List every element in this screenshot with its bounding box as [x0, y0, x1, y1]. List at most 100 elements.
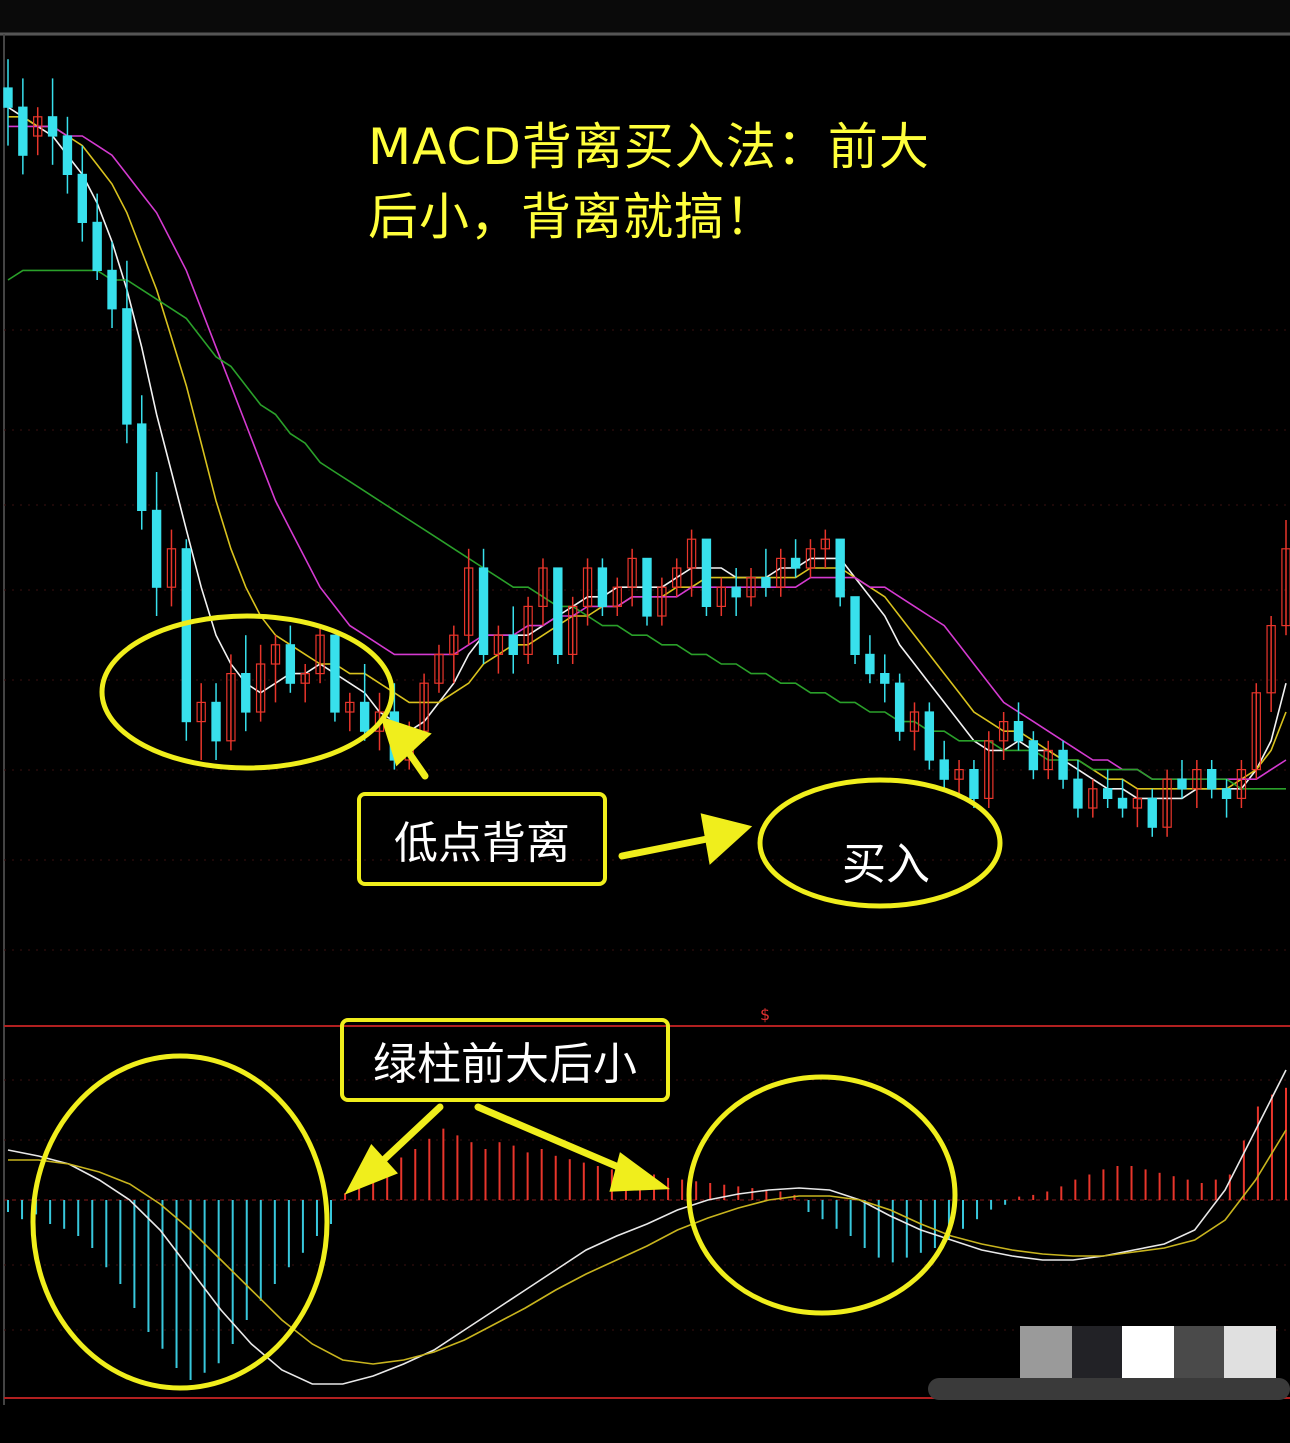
- candle-down: [1177, 778, 1187, 790]
- strategy-title: MACD背离买入法：前大 后小，背离就搞！: [368, 112, 930, 252]
- candle-down: [969, 768, 979, 799]
- candle-down: [1117, 797, 1128, 809]
- candle-down: [1207, 768, 1217, 790]
- arrow-to-right-bars: [474, 1103, 634, 1176]
- candle-down: [1147, 797, 1157, 828]
- candle-down: [924, 711, 935, 761]
- candle-down: [850, 596, 860, 655]
- candle-up: [820, 538, 831, 550]
- arrow-to-left-bars: [371, 1103, 444, 1172]
- candle-down: [939, 759, 949, 780]
- arrowhead-left-bars: [344, 1143, 398, 1195]
- strategy-title-line2: 后小，背离就搞！: [368, 188, 776, 246]
- candle-up: [1266, 624, 1276, 694]
- candle-down: [3, 87, 13, 108]
- macd-dif-dea-lines: [7, 1069, 1287, 1385]
- candle-up: [746, 576, 756, 598]
- candle-up: [1132, 797, 1143, 809]
- divergence-circle-left: [99, 613, 395, 771]
- candle-up: [1281, 548, 1290, 627]
- candle-up: [33, 116, 43, 137]
- candle-up: [805, 548, 816, 569]
- arrow-to-buy: [618, 834, 716, 860]
- candle-down: [642, 557, 652, 617]
- macd-line-yellow: [8, 1129, 1287, 1365]
- candle-down: [731, 586, 741, 598]
- candle-down: [330, 634, 340, 713]
- buy-label: 买入: [842, 839, 930, 890]
- green-bars-label: 绿柱前大后小: [340, 1018, 670, 1102]
- candle-up: [716, 586, 726, 608]
- annotation-shapes: [30, 613, 1003, 1391]
- candle-down: [151, 509, 162, 588]
- macd-line-white: [7, 1069, 1287, 1385]
- candle-up: [984, 740, 994, 799]
- candle-up: [612, 586, 622, 608]
- candle-up: [1088, 788, 1098, 809]
- ma-line-green: [7, 269, 1286, 790]
- candle-up: [954, 768, 964, 780]
- candle-up: [300, 672, 310, 684]
- candle-down: [761, 576, 771, 588]
- macd-histogram: [7, 1087, 1287, 1380]
- candle-down: [701, 538, 712, 608]
- candle-down: [894, 682, 905, 732]
- candle-down: [62, 135, 73, 176]
- buy-circle: [757, 777, 1003, 909]
- candle-down: [1102, 788, 1113, 799]
- candle-down: [1221, 788, 1232, 799]
- macd-circle-left: [30, 1053, 330, 1391]
- candle-down: [211, 701, 221, 742]
- candle-up: [538, 567, 548, 608]
- candle-down: [835, 538, 845, 598]
- candle-up: [1236, 768, 1247, 799]
- candle-up: [493, 634, 504, 656]
- candle-up: [776, 557, 786, 588]
- candle-down: [181, 548, 192, 723]
- candle-up: [582, 567, 593, 608]
- arrowhead-buy: [700, 813, 753, 865]
- candle-down: [1013, 720, 1024, 742]
- candle-down: [865, 653, 875, 675]
- gray-swatch: [1020, 1326, 1072, 1378]
- candlestick-series: [3, 59, 1290, 837]
- candle-down: [92, 221, 102, 271]
- candle-up: [315, 634, 325, 675]
- candle-down: [790, 557, 801, 569]
- candle-down: [1028, 740, 1039, 771]
- candle-up: [345, 701, 355, 713]
- candle-down: [18, 106, 28, 156]
- candle-up: [523, 605, 533, 656]
- strategy-title-line1: MACD背离买入法：前大: [368, 118, 930, 176]
- candle-down: [137, 423, 147, 512]
- top-bar: [0, 0, 1290, 36]
- candle-up: [226, 672, 236, 742]
- candle-up: [657, 586, 667, 617]
- candle-up: [1043, 749, 1053, 771]
- candle-up: [270, 644, 281, 665]
- candle-up: [627, 557, 637, 588]
- panel-marker: $: [760, 1005, 770, 1024]
- candle-down: [77, 173, 87, 223]
- scrollbar-track[interactable]: [928, 1378, 1290, 1400]
- candle-down: [285, 644, 296, 684]
- candle-up: [1192, 768, 1202, 790]
- candle-up: [166, 548, 177, 588]
- candle-down: [553, 567, 563, 656]
- candle-down: [1058, 749, 1068, 780]
- candle-up: [686, 538, 697, 569]
- candle-up: [255, 663, 266, 713]
- white-swatch: [1122, 1326, 1174, 1378]
- light-swatch: [1224, 1326, 1276, 1378]
- dark-swatch: [1072, 1326, 1124, 1378]
- candle-up: [449, 634, 459, 656]
- annotation-arrows: [344, 716, 753, 1195]
- candle-down: [107, 269, 117, 310]
- candle-down: [47, 116, 58, 137]
- candle-down: [880, 672, 890, 684]
- candle-down: [359, 701, 370, 732]
- candle-down: [1073, 778, 1083, 809]
- charcoal-swatch: [1174, 1326, 1226, 1378]
- candle-up: [463, 567, 474, 636]
